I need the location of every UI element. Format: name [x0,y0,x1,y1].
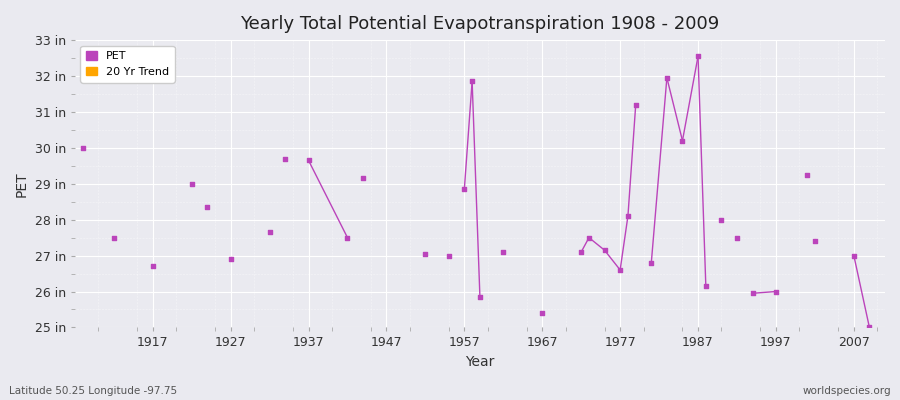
Point [472,294,487,300]
Point [621,213,635,219]
Point [698,283,713,289]
Point [628,102,643,108]
Point [223,256,238,262]
Point [675,138,689,144]
X-axis label: Year: Year [465,355,495,369]
Point [496,249,510,255]
Point [613,267,627,273]
Point [581,234,596,241]
Point [76,145,90,151]
Point [660,75,674,81]
Point [598,247,612,254]
Point [807,238,822,244]
Point [769,288,783,295]
Point [278,156,293,162]
Point [356,175,370,182]
Point [146,263,160,270]
Title: Yearly Total Potential Evapotranspiration 1908 - 2009: Yearly Total Potential Evapotranspiratio… [240,15,719,33]
Point [862,324,877,331]
Point [644,260,659,266]
Point [340,234,355,241]
Point [106,234,121,241]
Text: Latitude 50.25 Longitude -97.75: Latitude 50.25 Longitude -97.75 [9,386,177,396]
Legend: PET, 20 Yr Trend: PET, 20 Yr Trend [80,46,175,82]
Point [465,78,480,85]
Text: worldspecies.org: worldspecies.org [803,386,891,396]
Point [200,204,214,210]
Point [745,290,760,296]
Point [800,172,814,178]
Point [184,180,199,187]
Point [457,186,472,192]
Point [302,157,316,164]
Point [418,250,433,257]
Point [574,249,589,255]
Point [535,310,549,316]
Point [730,234,744,241]
Point [263,229,277,236]
Point [442,252,456,259]
Point [691,53,706,60]
Y-axis label: PET: PET [15,171,29,196]
Point [847,252,861,259]
Point [715,216,729,223]
